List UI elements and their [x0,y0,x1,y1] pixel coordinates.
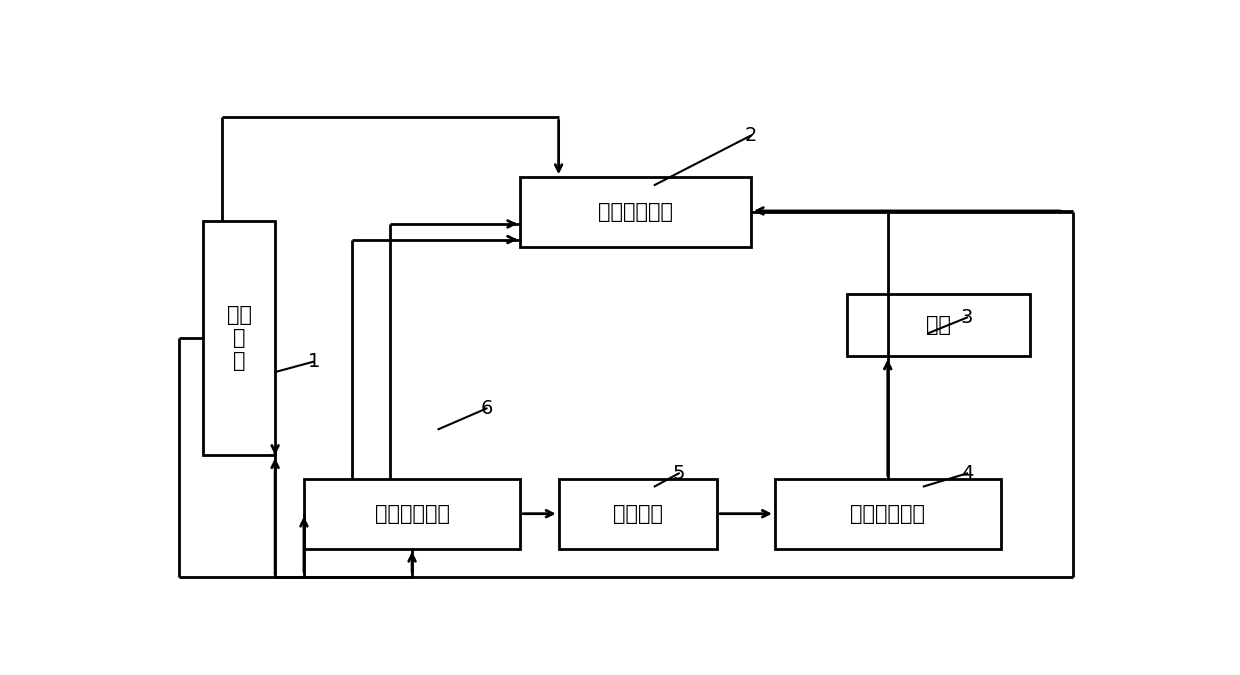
Text: 1: 1 [308,352,320,371]
Text: 5: 5 [672,464,684,483]
Bar [775,479,1001,549]
Bar [521,177,751,247]
Text: 数据采集模块: 数据采集模块 [598,202,673,222]
Text: 显控
模
块: 显控 模 块 [227,305,252,371]
Text: 模拟控制模块: 模拟控制模块 [374,504,450,524]
Bar [304,479,521,549]
Text: 现场开关模块: 现场开关模块 [851,504,925,524]
Bar [847,294,1029,356]
Bar [203,221,275,455]
Text: 6: 6 [480,399,492,418]
Text: 4: 4 [961,464,973,483]
Text: 气缸: 气缸 [926,315,951,335]
Text: 3: 3 [961,308,973,327]
Bar [558,479,717,549]
Text: 驱动模块: 驱动模块 [613,504,663,524]
Text: 2: 2 [745,126,756,145]
